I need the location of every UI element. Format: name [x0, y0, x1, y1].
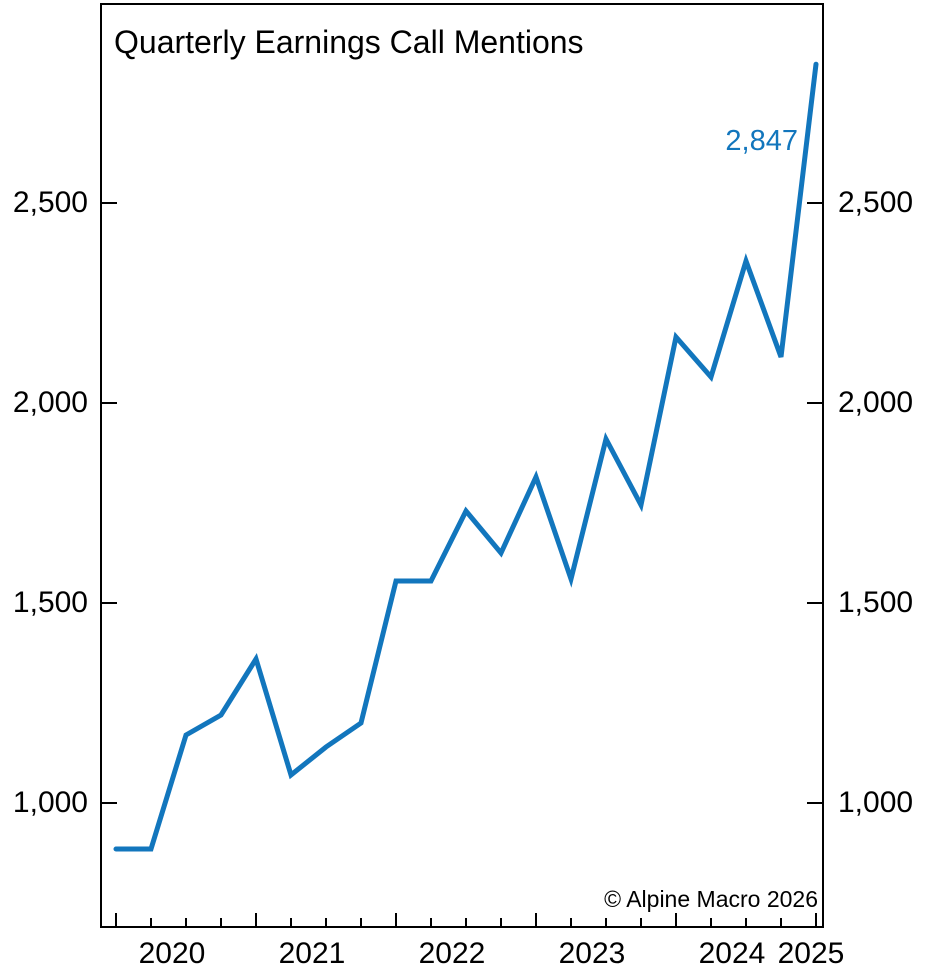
y-tick-label-right: 2,000	[838, 386, 914, 419]
x-tick-label-year: 2020	[138, 937, 206, 970]
x-tick-label-year: 2023	[558, 937, 626, 970]
y-tick-label-left: 1,500	[12, 586, 88, 619]
y-tick-label-right: 2,500	[838, 186, 914, 219]
y-tick-label-right: 1,000	[838, 786, 914, 819]
y-tick-label-right: 1,500	[838, 586, 914, 619]
copyright-note: © Alpine Macro 2026	[604, 886, 818, 912]
plot-border	[100, 3, 824, 928]
y-tick-label-left: 2,500	[12, 186, 88, 219]
y-tick-label-left: 1,000	[12, 786, 88, 819]
chart-title: Quarterly Earnings Call Mentions	[114, 24, 584, 60]
y-tick-label-left: 2,000	[12, 386, 88, 419]
x-tick-label-year: 2025	[777, 937, 845, 970]
x-tick-label-year: 2022	[418, 937, 486, 970]
x-tick-label-year: 2024	[698, 937, 766, 970]
x-tick-label-year: 2021	[278, 937, 346, 970]
mentions-line-series	[113, 61, 819, 852]
last-point-value-label: 2,847	[725, 125, 798, 157]
